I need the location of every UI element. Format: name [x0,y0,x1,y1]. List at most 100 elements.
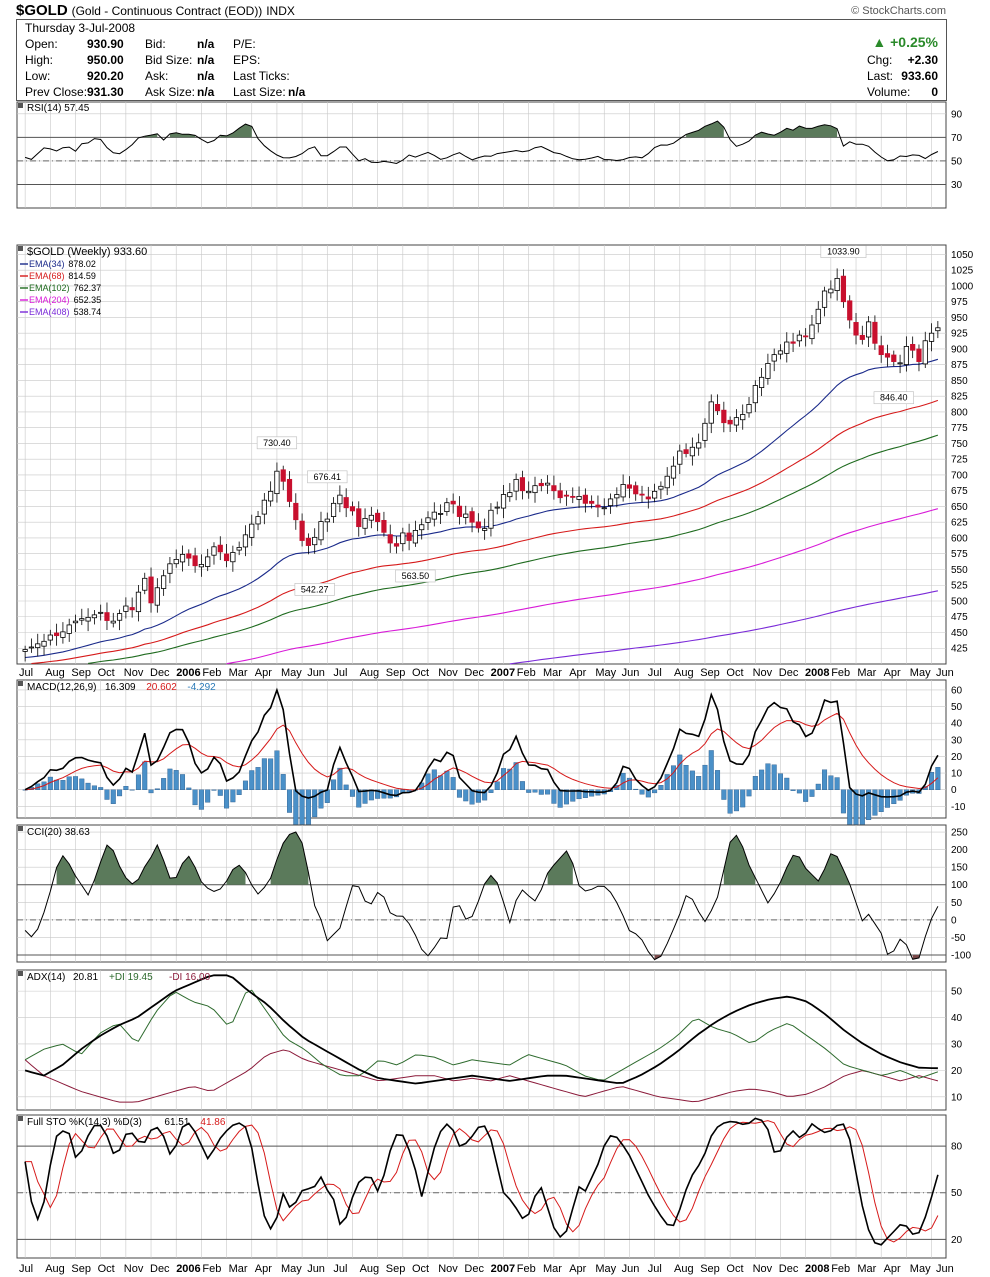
y-tick-label: 875 [951,360,968,371]
macd-frame [16,679,947,819]
last-ticks-label: Last Ticks: [233,69,290,83]
price-label: 676.41 [314,472,342,482]
y-tick-label: 850 [951,376,968,387]
candle-body [148,576,154,604]
change-pct-value: +0.25% [890,34,938,50]
y-tick-label: 20 [951,1235,963,1246]
macd-histogram-bar [834,777,840,790]
y-tick-label: 10 [951,1092,963,1103]
macd-histogram-bar [708,750,714,790]
price-legend-marker [18,246,23,251]
macd-histogram-bar [425,773,431,790]
candle-body [362,518,368,529]
candle-body [179,553,186,563]
macd-histogram-bar [519,781,525,790]
macd-histogram-bar [186,787,192,790]
candle-body [305,537,312,546]
adx-panel: 50 40 30 20 10 ADX(14) 20.81 +DI 19.45 -DI 16.00 [16,969,963,1111]
candle-body [444,502,450,512]
candle-body [765,363,771,379]
candle-body [557,490,563,499]
macd-histogram-bar [620,772,626,790]
macd-histogram-bar [312,789,318,818]
macd-histogram-bar [280,774,286,790]
y-tick-label: 0 [951,785,957,796]
macd-histogram-bar [815,783,821,790]
candle-body [142,577,148,591]
macd-histogram-bar [689,770,695,790]
macd-histogram-bar [526,789,532,793]
macd-histogram-bar [715,770,721,790]
ema-legend-value: 652.35 [74,295,102,305]
y-tick-label: 0 [951,915,957,926]
candle-body [859,334,865,340]
y-tick-label: 60 [951,685,963,696]
y-tick-label: 80 [951,1142,963,1153]
candle-body [614,494,620,499]
chart-title: $GOLD (Gold - Continuous Contract (EOD))… [16,2,295,19]
macd-histogram-bar [148,789,154,794]
y-tick-label: 10 [951,769,963,780]
x-axis-label: Jul [648,667,662,679]
sto-frame [16,1114,947,1259]
cci-panel: 250 200 150 100 50 0 -50 -100 CCI(20) 38.63 [16,824,971,963]
candle-body [406,532,412,541]
candle-body [261,499,267,515]
macd-histogram-bar [563,789,569,805]
macd-legend-value: -4.292 [187,682,216,693]
y-tick-label: 1050 [951,250,974,261]
macd-histogram-bar [576,789,582,800]
macd-histogram-bar [463,789,469,802]
candle-body [186,553,192,559]
exchange: INDX [266,4,295,18]
x-axis-label: Nov [124,667,144,679]
ema-legend-label: EMA(204) [29,295,70,305]
macd-histogram-bar [135,774,141,790]
macd-histogram-bar [872,789,878,816]
candle-body [544,482,551,486]
rsi-legend-marker [18,103,23,108]
x-axis-label: 2007 [491,1263,515,1275]
x-axis-label: Jul [333,667,347,679]
y-tick-label: 600 [951,533,968,544]
y-tick-label: 700 [951,470,968,481]
candle-body [381,520,387,533]
x-axis-label: Jun [622,667,640,679]
rsi-overbought-fill [755,124,838,138]
candle-body [312,536,318,546]
x-axis-label: Mar [229,1263,248,1275]
x-axis-label: Oct [98,667,115,679]
candle-body [526,490,532,494]
x-axis-label: Aug [45,1263,65,1275]
x-axis-label: 2008 [805,667,829,679]
macd-histogram-bar [104,789,110,800]
rsi-overbought-fill [169,132,196,138]
bid-size-label: Bid Size: [145,53,193,67]
candle-body [601,507,607,510]
candle-body [714,404,721,412]
price-label: 846.40 [880,393,908,403]
macd-histogram-bar [192,789,198,806]
x-axis-label: May [910,1263,931,1275]
bid-size-value: n/a [197,53,215,67]
macd-panel: 60 50 40 30 20 10 0 -10 MACD(12,26,9) 16.309 20.60… [16,679,966,845]
candle-body [639,493,645,496]
candle-body [450,500,456,505]
ema-line [509,590,939,665]
y-tick-label: 575 [951,549,968,560]
stockcharts-credit[interactable]: © StockCharts.com [851,5,946,17]
candle-body [922,340,928,365]
candle-body [91,614,97,619]
macd-histogram-bar [501,768,507,790]
candle-body [286,478,293,502]
candle-body [28,646,35,649]
macd-histogram-bar [394,789,400,798]
y-tick-label: 425 [951,644,968,655]
candle-body [437,513,444,515]
x-axis-label: Dec [464,1263,484,1275]
y-tick-label: 750 [951,439,968,450]
y-tick-label: 775 [951,423,968,434]
y-tick-label: 30 [951,735,963,746]
macd-histogram-bar [236,789,242,795]
macd-histogram-bar [670,765,676,790]
